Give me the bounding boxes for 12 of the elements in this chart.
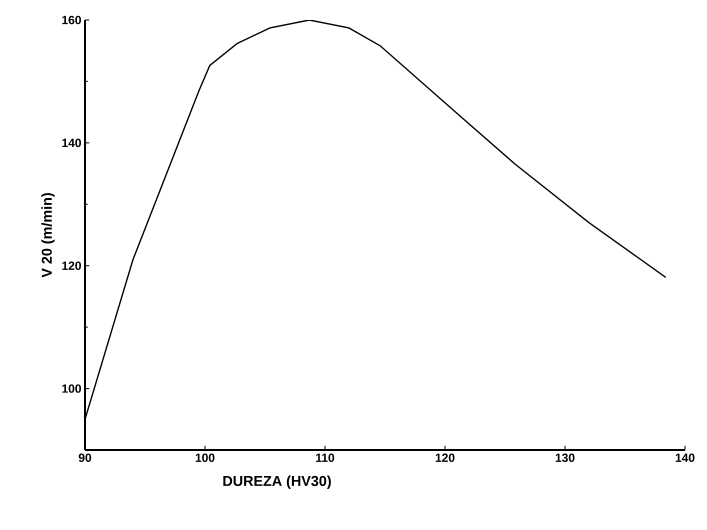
y-axis-title: V 20 (m/min) bbox=[41, 193, 55, 278]
x-axis-title: DUREZA (HV30) bbox=[223, 476, 331, 489]
x-tick-label: 100 bbox=[196, 454, 214, 462]
y-tick-label: 100 bbox=[62, 384, 81, 393]
y-tick-label: 120 bbox=[62, 261, 81, 270]
x-tick-label: 120 bbox=[436, 454, 454, 462]
y-tick-label: 140 bbox=[62, 138, 81, 148]
y-tick-label: 160 bbox=[62, 16, 81, 24]
x-tick-label: 130 bbox=[556, 454, 574, 462]
x-tick-label: 90 bbox=[78, 454, 92, 462]
x-tick-label: 110 bbox=[316, 454, 334, 462]
x-tick-label: 140 bbox=[676, 454, 694, 462]
